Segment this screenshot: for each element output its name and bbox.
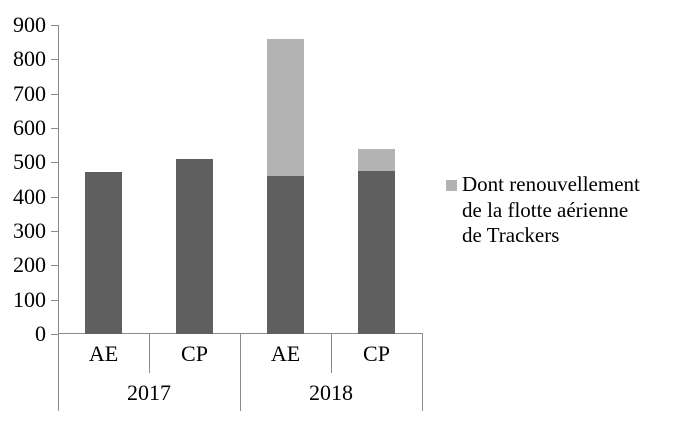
group-boundary-line: [422, 334, 423, 411]
x-axis-table: AE CP AE CP 2017 2018: [58, 334, 423, 414]
y-axis-tick-label: 800: [13, 46, 46, 71]
legend-line-3: de Trackers: [462, 223, 560, 247]
category-label: AE: [270, 341, 301, 366]
bar-segment-base: [85, 172, 122, 334]
y-axis-tick-label: 400: [13, 184, 46, 209]
category-separator-line: [149, 334, 150, 373]
plot-area: [58, 25, 422, 334]
y-axis-tick-label: 100: [13, 287, 46, 312]
category-separator-line: [331, 334, 332, 373]
category-label: CP: [363, 341, 390, 366]
year-group-label: 2017: [127, 380, 171, 405]
legend-line-2: de la flotte aérienne: [462, 197, 629, 222]
bar-segment-trackers: [267, 39, 304, 177]
y-axis-tick: [51, 197, 58, 198]
y-axis-line: [58, 25, 59, 334]
x-axis-line: [58, 333, 423, 334]
group-boundary-line: [58, 334, 59, 411]
bar-segment-base: [267, 176, 304, 334]
y-axis-tick-label: 0: [35, 321, 46, 346]
legend-marker-icon: [446, 180, 457, 191]
year-group-label: 2018: [309, 380, 353, 405]
group-boundary-line: [240, 334, 241, 411]
category-label: CP: [181, 341, 208, 366]
bar-segment-base: [358, 170, 395, 334]
y-axis-tick: [51, 128, 58, 129]
y-axis-tick-label: 500: [13, 149, 46, 174]
y-axis-tick: [51, 265, 58, 266]
y-axis-tick: [51, 300, 58, 301]
category-label: AE: [88, 341, 119, 366]
y-axis-tick-label: 900: [13, 12, 46, 37]
legend-line-1: Dont renouvellement: [462, 172, 640, 196]
y-axis-tick-label: 200: [13, 252, 46, 277]
y-axis-tick: [51, 25, 58, 26]
y-axis-tick-label: 700: [13, 81, 46, 106]
legend-label: Dont renouvellement de la flotte aérienn…: [462, 172, 640, 249]
y-axis-tick: [51, 334, 58, 335]
y-axis-tick: [51, 59, 58, 60]
bar-segment-trackers: [358, 148, 395, 171]
legend: Dont renouvellement de la flotte aérienn…: [446, 172, 690, 249]
y-axis-tick-label: 600: [13, 115, 46, 140]
bar-segment-base: [176, 159, 213, 334]
y-axis-tick-label: 300: [13, 218, 46, 243]
y-axis-tick: [51, 94, 58, 95]
y-axis-tick: [51, 162, 58, 163]
y-axis-tick: [51, 231, 58, 232]
